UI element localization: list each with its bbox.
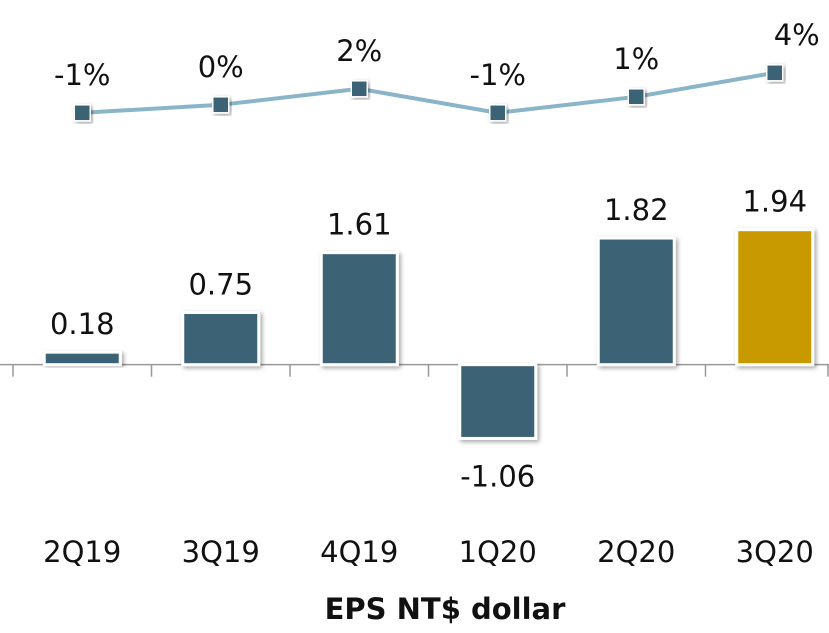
data-label: 0%: [198, 50, 244, 84]
data-label: 1.82: [604, 193, 669, 227]
data-label: 1.61: [327, 208, 392, 242]
bar: [319, 251, 399, 367]
bar: [181, 311, 261, 367]
x-tick-label: 3Q20: [736, 535, 814, 569]
line-marker: [627, 88, 645, 106]
data-label: 0.75: [188, 268, 253, 302]
x-tick-label: 1Q20: [459, 535, 537, 569]
data-label: 0.18: [50, 307, 115, 341]
x-tick-label: 4Q19: [320, 535, 398, 569]
data-label: -1%: [54, 58, 110, 92]
x-tick-label: 3Q19: [182, 535, 260, 569]
bar: [735, 228, 815, 367]
chart-title: EPS NT$ dollar: [325, 592, 567, 626]
data-label: 1%: [613, 42, 659, 76]
line-marker: [350, 80, 368, 98]
line-marker: [73, 104, 91, 122]
x-tick-label: 2Q19: [43, 535, 121, 569]
data-label: -1.06: [460, 459, 535, 493]
bar: [42, 350, 122, 367]
line-marker: [212, 96, 230, 114]
line-marker: [489, 104, 507, 122]
data-label: 4%: [774, 18, 820, 52]
data-label: 2%: [336, 34, 382, 68]
bar: [458, 363, 538, 440]
bar: [596, 236, 676, 367]
line-marker: [766, 64, 784, 82]
x-tick-label: 2Q20: [597, 535, 675, 569]
line: [82, 70, 776, 115]
data-label: 1.94: [742, 185, 807, 219]
data-label: -1%: [470, 58, 526, 92]
